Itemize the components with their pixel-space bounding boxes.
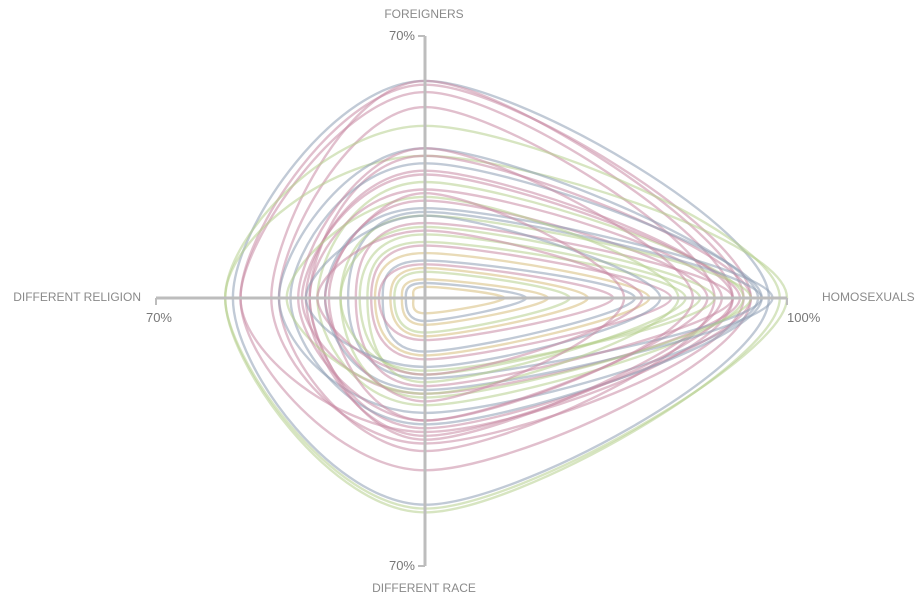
- series-line-36: [323, 191, 626, 403]
- series-line-32: [304, 214, 662, 369]
- series-line-3: [239, 83, 753, 472]
- series-line-10: [289, 162, 763, 426]
- series-line-5: [277, 105, 716, 453]
- series-line-6: [223, 124, 782, 514]
- axis-max-different-race: 70%: [389, 558, 415, 573]
- series-line-29: [400, 278, 550, 327]
- series-line-23: [369, 244, 673, 361]
- series-line-20: [339, 225, 716, 372]
- axis-max-different-religion: 70%: [146, 310, 172, 325]
- series-line-24: [373, 251, 651, 357]
- series-line-7: [223, 154, 789, 510]
- series-line-28: [393, 270, 572, 334]
- series-line-33: [316, 229, 644, 376]
- series-line-34: [285, 195, 680, 395]
- series-line-22: [366, 240, 687, 384]
- axis-title-different-religion: DIFFERENT RELIGION: [13, 290, 141, 304]
- series-line-17: [346, 210, 763, 380]
- series-line-19: [354, 221, 734, 388]
- axis-title-homosexuals: HOMOSEXUALS: [822, 290, 915, 304]
- series-line-31: [411, 285, 506, 315]
- axis-max-homosexuals: 100%: [787, 310, 821, 325]
- axis-title-different-race: DIFFERENT RACE: [372, 581, 476, 595]
- series-line-1: [231, 79, 771, 506]
- series-line-26: [377, 263, 615, 342]
- series-line-8: [277, 147, 760, 415]
- series-line-13: [308, 188, 724, 441]
- axis-max-foreigners: 70%: [389, 28, 415, 43]
- series-line-4: [239, 90, 734, 434]
- axis-labels: FOREIGNERS 70% HOMOSEXUALS 100% DIFFEREN…: [13, 7, 915, 595]
- series-line-30: [404, 281, 528, 323]
- series-line-12: [304, 169, 734, 438]
- series-line-35: [296, 147, 695, 422]
- series-line-11: [316, 180, 745, 407]
- axis-title-foreigners: FOREIGNERS: [384, 7, 463, 21]
- series-layer: [223, 79, 789, 514]
- axes: [155, 35, 788, 567]
